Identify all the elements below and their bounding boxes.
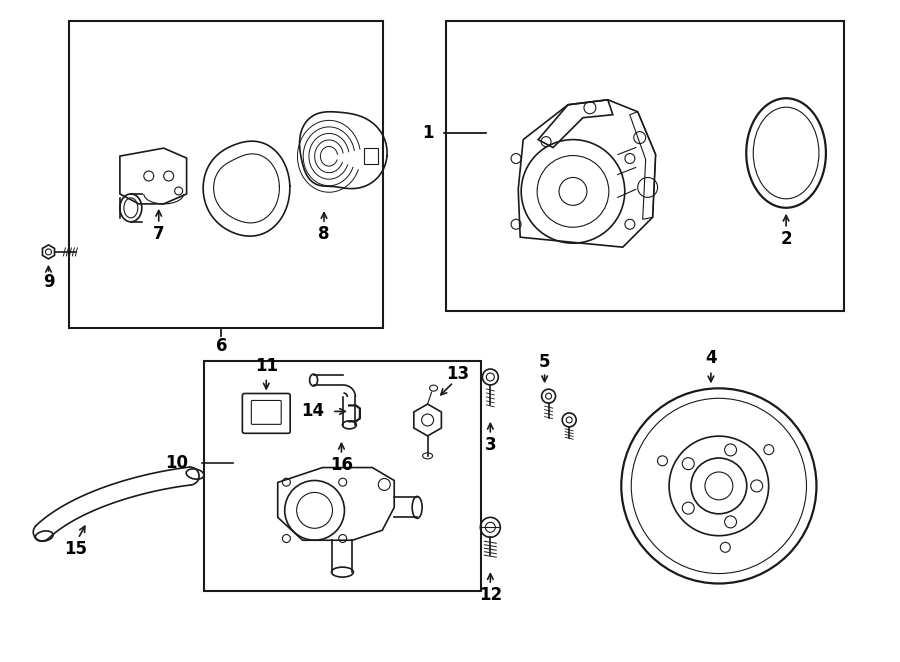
Bar xyxy=(203,361,482,591)
Text: 6: 6 xyxy=(216,337,227,355)
Text: 8: 8 xyxy=(319,225,329,243)
Text: 12: 12 xyxy=(479,586,502,604)
Text: 2: 2 xyxy=(780,230,792,248)
Text: 7: 7 xyxy=(153,225,165,243)
Text: 16: 16 xyxy=(330,455,353,474)
Text: 13: 13 xyxy=(446,365,469,383)
Bar xyxy=(446,21,844,311)
Text: 9: 9 xyxy=(42,273,54,291)
Text: 14: 14 xyxy=(301,402,324,420)
Bar xyxy=(364,148,378,164)
Text: 5: 5 xyxy=(539,354,551,371)
Text: 1: 1 xyxy=(422,124,434,142)
Text: 15: 15 xyxy=(64,540,87,557)
Text: 3: 3 xyxy=(484,436,496,453)
Text: 11: 11 xyxy=(255,357,278,375)
Bar xyxy=(69,21,382,328)
Text: 10: 10 xyxy=(166,454,189,472)
Text: 4: 4 xyxy=(705,350,716,367)
